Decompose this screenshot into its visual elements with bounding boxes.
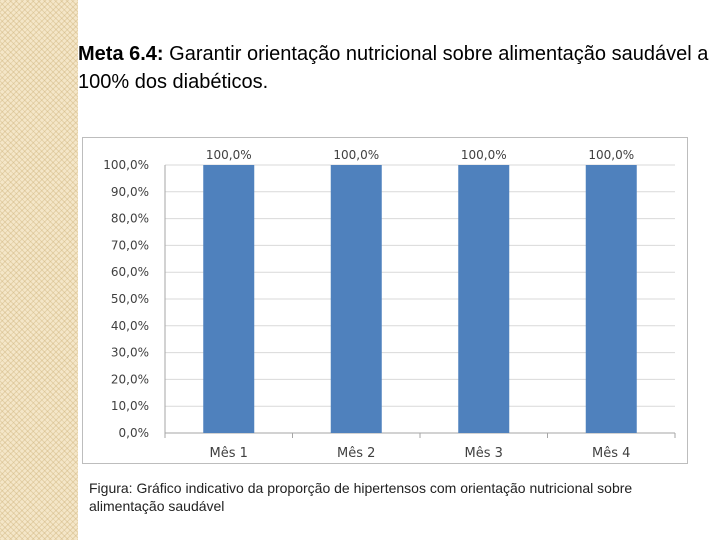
x-tick-label: Mês 4 [592,446,630,461]
chart-frame: 0,0% 10,0% 20,0% 30,0% 40,0% 50,0% 60,0% 70,0% 8… [82,137,688,464]
y-tick-label: 30,0% [111,346,149,360]
title-text: Garantir orientação nutricional sobre al… [78,43,709,93]
y-tick-label: 60,0% [111,265,149,279]
bar [458,165,510,433]
y-tick-label: 80,0% [111,212,149,226]
y-tick-label: 20,0% [111,372,149,386]
bar-data-label: 100,0% [206,148,252,162]
y-tick-label: 100,0% [103,158,149,172]
bar [330,165,382,433]
bar-data-label: 100,0% [461,148,507,162]
bar-data-label: 100,0% [333,148,379,162]
y-tick-label: 0,0% [119,426,150,440]
x-tick-label: Mês 3 [465,446,503,461]
bar-data-label: 100,0% [588,148,634,162]
decorative-side-strip [0,0,78,540]
x-tick-label: Mês 2 [337,446,375,461]
bar [585,165,637,433]
title-lead: Meta 6.4: [78,43,164,65]
y-tick-label: 40,0% [111,319,149,333]
bar [203,165,255,433]
bar-chart: 0,0% 10,0% 20,0% 30,0% 40,0% 50,0% 60,0% 70,0% 8… [103,148,676,461]
figure-caption: Figura: Gráfico indicativo da proporção … [89,480,633,514]
y-tick-label: 90,0% [111,185,149,199]
y-tick-label: 50,0% [111,292,149,306]
y-tick-label: 70,0% [111,238,149,252]
y-tick-label: 10,0% [111,399,149,413]
slide-title: Meta 6.4: Garantir orientação nutriciona… [78,40,714,96]
x-tick-label: Mês 1 [210,446,248,461]
